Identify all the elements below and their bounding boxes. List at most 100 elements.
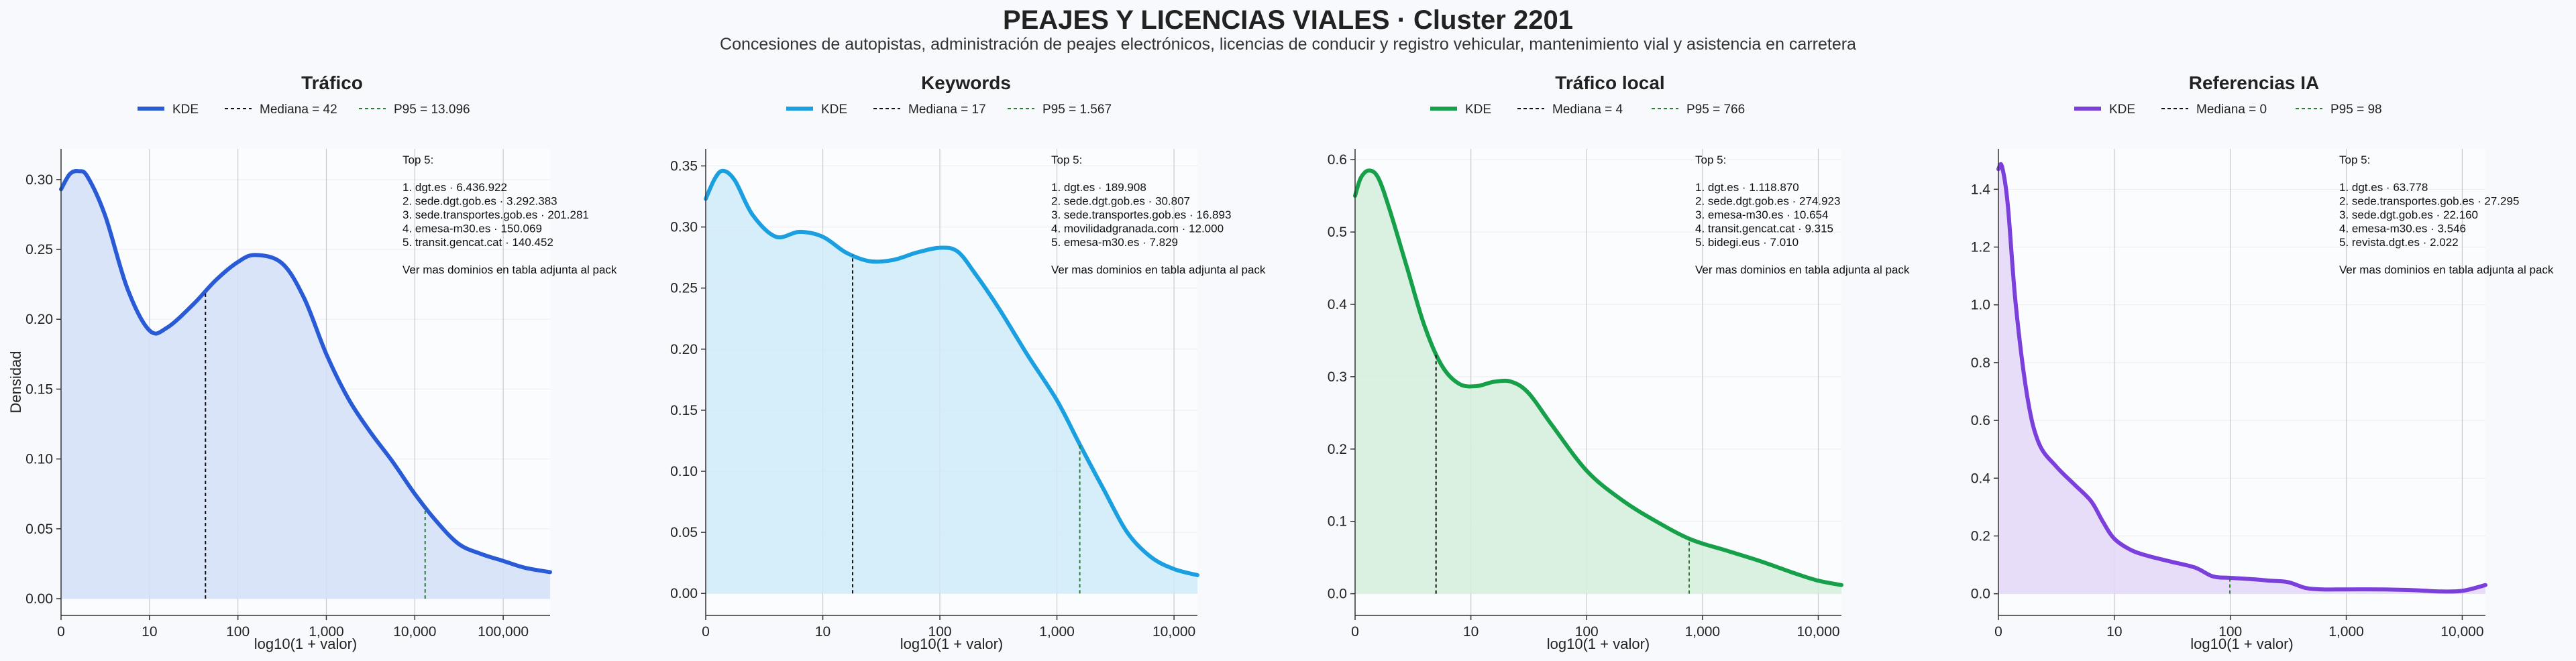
y-tick-label: 0.35 <box>670 159 698 174</box>
y-tick-label: 0.25 <box>670 281 698 296</box>
top5-line: Top 5: <box>2339 154 2370 166</box>
kde-area <box>706 170 1197 594</box>
top5-line: 2. sede.dgt.gob.es · 3.292.383 <box>402 195 557 208</box>
x-tick-label: 10 <box>815 624 830 640</box>
kde-area <box>1355 170 1841 594</box>
x-tick-label: 100 <box>2218 624 2242 640</box>
y-tick-label: 0.20 <box>670 342 698 357</box>
x-tick-label: 100 <box>226 624 250 640</box>
main-subtitle: Concesiones de autopistas, administració… <box>720 35 1856 54</box>
x-tick-label: 0 <box>1994 624 2002 640</box>
kde-chart-referencias-ia: 0 10 100 1,000 10,000 0.0 0.2 0.4 0.6 0.8 1.0 1.2 1.… <box>1971 103 2554 652</box>
top5-line: Ver mas dominios en tabla adjunta al pac… <box>2339 263 2554 276</box>
x-tick-label: 0 <box>702 624 710 640</box>
kde-area <box>1998 164 2485 594</box>
y-tick-label: 0.30 <box>25 172 53 188</box>
top5-line: 3. sede.transportes.gob.es · 16.893 <box>1051 208 1231 221</box>
top5-line: 5. emesa-m30.es · 7.829 <box>1051 236 1178 249</box>
x-tick-label: 100,000 <box>478 624 529 640</box>
top5-line: 2. sede.transportes.gob.es · 27.295 <box>2339 195 2519 208</box>
legend-kde-label: KDE <box>1465 103 1491 117</box>
y-tick-label: 0.10 <box>670 464 698 479</box>
top5-line: 5. transit.gencat.cat · 140.452 <box>402 236 553 249</box>
legend-p95-label: P95 = 98 <box>2330 103 2382 117</box>
y-tick-label: 0.1 <box>1328 514 1347 530</box>
y-tick-label: 0.4 <box>1328 297 1348 312</box>
y-tick-label: 0.15 <box>25 381 53 397</box>
kde-chart-trafico-local: 0 10 100 1,000 10,000 0.0 0.1 0.2 0.3 0.4 0.5 0.6 lo… <box>1328 103 1910 652</box>
y-tick-label: 0.05 <box>25 522 53 537</box>
kde-area <box>61 171 550 599</box>
top5-line: 4. emesa-m30.es · 3.546 <box>2339 223 2466 235</box>
kde-line <box>1353 168 1843 587</box>
chart-panel-trafico: Tráfico 0 10 100 1,000 10,000 100,000 0.00 0.05… <box>0 0 644 661</box>
x-axis-label: log10(1 + valor) <box>254 636 357 652</box>
x-tick-label: 10 <box>1463 624 1479 640</box>
top5-line: 3. sede.dgt.gob.es · 22.160 <box>2339 208 2478 221</box>
y-tick-label: 0.2 <box>1971 528 1990 544</box>
top5-line: Ver mas dominios en tabla adjunta al pac… <box>402 263 617 276</box>
top5-line: 3. emesa-m30.es · 10.654 <box>1695 208 1828 221</box>
legend-kde-label: KDE <box>172 103 199 117</box>
x-tick-label: 1,000 <box>1685 624 1721 640</box>
kde-line <box>1996 162 2487 594</box>
x-tick-label: 0 <box>1351 624 1359 640</box>
kde-chart-keywords: 0 10 100 1,000 10,000 0.00 0.05 0.10 0.15 0.20 0.2… <box>670 103 1266 652</box>
y-tick-label: 0.15 <box>670 403 698 418</box>
x-tick-label: 10 <box>142 624 157 640</box>
x-axis-label: log10(1 + valor) <box>1547 636 1650 652</box>
top5-line: Ver mas dominios en tabla adjunta al pac… <box>1051 263 1266 276</box>
legend-median-label: Mediana = 17 <box>908 103 986 117</box>
top5-line: Top 5: <box>1051 154 1082 166</box>
legend-p95-label: P95 = 766 <box>1686 103 1745 117</box>
x-tick-label: 10,000 <box>393 624 436 640</box>
top5-line: Top 5: <box>1695 154 1726 166</box>
chart-panel-keywords: Keywords 0 10 100 1,000 10,000 0.00 0.05 0.10 0.… <box>644 0 1288 661</box>
x-tick-label: 10,000 <box>2440 624 2483 640</box>
y-tick-label: 0.00 <box>25 591 53 607</box>
top5-line: 5. revista.dgt.es · 2.022 <box>2339 236 2459 249</box>
top5-line: 3. sede.transportes.gob.es · 201.281 <box>402 208 589 221</box>
y-tick-label: 0.25 <box>25 242 53 257</box>
top5-line: Ver mas dominios en tabla adjunta al pac… <box>1695 263 1910 276</box>
y-tick-label: 1.0 <box>1971 298 1990 313</box>
y-tick-label: 0.4 <box>1971 471 1991 486</box>
x-tick-label: 1,000 <box>1039 624 1075 640</box>
legend: KDE Mediana = 0 P95 = 98 <box>2074 103 2382 117</box>
panel-title: Keywords <box>921 72 1011 93</box>
x-tick-label: 1,000 <box>2328 624 2364 640</box>
legend: KDE Mediana = 42 P95 = 13.096 <box>138 103 470 117</box>
top5-line: 1. dgt.es · 63.778 <box>2339 181 2428 194</box>
chart-panel-referencias-ia: Referencias IA 0 10 100 1,000 10,000 0.0 0.2 0.… <box>1932 0 2576 661</box>
top5-line: 1. dgt.es · 1.118.870 <box>1695 181 1799 194</box>
top5-line: 1. dgt.es · 6.436.922 <box>402 181 507 194</box>
legend: KDE Mediana = 17 P95 = 1.567 <box>786 103 1112 117</box>
y-tick-label: 0.6 <box>1971 413 1990 428</box>
panel-title: Referencias IA <box>2188 72 2320 93</box>
y-tick-label: 0.00 <box>670 586 698 601</box>
top5-line: 2. sede.dgt.gob.es · 274.923 <box>1695 195 1840 208</box>
x-tick-label: 10 <box>2106 624 2122 640</box>
main-title: PEAJES Y LICENCIAS VIALES · Cluster 2201 <box>1003 5 1573 35</box>
y-tick-label: 0.0 <box>1971 587 1990 602</box>
x-tick-label: 100 <box>928 624 952 640</box>
y-tick-label: 1.2 <box>1971 240 1990 255</box>
y-tick-label: 0.0 <box>1328 587 1347 602</box>
panel-title: Tráfico local <box>1555 72 1665 93</box>
y-tick-label: 0.6 <box>1328 152 1347 168</box>
top5-line: 1. dgt.es · 189.908 <box>1051 181 1146 194</box>
top5-line: 4. emesa-m30.es · 150.069 <box>402 223 542 235</box>
y-tick-label: 0.8 <box>1971 355 1990 371</box>
top5-line: 4. transit.gencat.cat · 9.315 <box>1695 223 1833 235</box>
top5-line: 4. movilidadgranada.com · 12.000 <box>1051 223 1224 235</box>
y-tick-label: 0.2 <box>1328 442 1347 457</box>
x-axis-label: log10(1 + valor) <box>900 636 1003 652</box>
legend-median-label: Mediana = 0 <box>2196 103 2267 117</box>
kde-line <box>59 169 552 575</box>
legend-median-label: Mediana = 42 <box>260 103 337 117</box>
top5-line: 2. sede.dgt.gob.es · 30.807 <box>1051 195 1190 208</box>
top5-line: 5. bidegi.eus · 7.010 <box>1695 236 1799 249</box>
chart-panel-trafico-local: Tráfico local 0 10 100 1,000 10,000 0.0 0.1 0.2… <box>1288 0 1932 661</box>
